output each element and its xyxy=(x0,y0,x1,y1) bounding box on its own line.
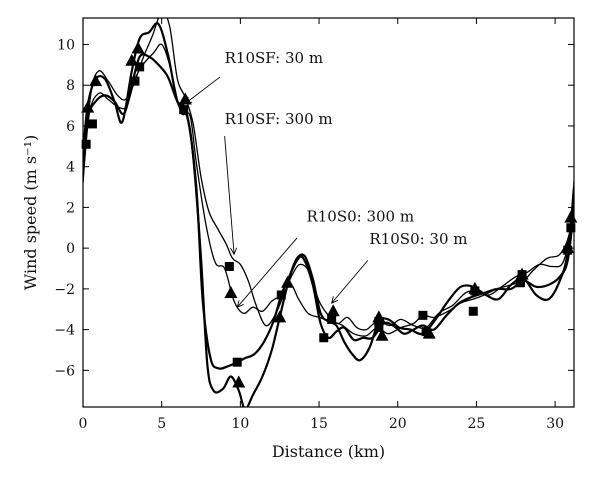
marker-layer xyxy=(81,41,578,388)
marker-triangle xyxy=(281,275,295,288)
marker-triangle xyxy=(515,267,529,280)
marker-triangle xyxy=(131,41,145,54)
marker-square xyxy=(566,223,576,233)
y-tick-label: −2 xyxy=(54,282,75,298)
marker-square xyxy=(232,357,242,367)
marker-square xyxy=(179,105,189,115)
y-tick-label: −4 xyxy=(54,323,75,339)
marker-triangle xyxy=(375,328,389,341)
annotation-layer: R10SF: 30 m R10SF: 300 m R10S0: 300 m R10S0… xyxy=(184,49,468,308)
marker-triangle xyxy=(468,281,482,294)
marker-triangle xyxy=(89,74,103,87)
annotation-arrow xyxy=(224,136,235,255)
marker-square xyxy=(327,314,337,324)
marker-square xyxy=(421,327,431,337)
x-tick-label: 30 xyxy=(546,416,564,432)
y-tick-label: 6 xyxy=(66,119,75,135)
marker-triangle xyxy=(372,310,386,323)
annotation-arrowhead xyxy=(230,247,238,256)
tick-layer: 0 5 10 15 20 25 30 −6 −4 −2 0 2 4 6 8 10 xyxy=(54,18,574,432)
x-tick-label: 20 xyxy=(389,416,407,432)
annotation-arrow xyxy=(331,260,369,304)
marker-square xyxy=(87,119,97,129)
marker-triangle xyxy=(564,210,578,223)
annotation-arrowhead xyxy=(236,300,244,308)
marker-triangle xyxy=(561,241,575,254)
marker-triangle xyxy=(326,304,340,317)
x-tick-label: 15 xyxy=(310,416,328,432)
marker-square xyxy=(135,62,145,72)
marker-square xyxy=(515,278,525,288)
y-tick-label: 4 xyxy=(66,160,75,176)
marker-triangle xyxy=(273,310,287,323)
marker-square xyxy=(130,76,140,86)
annotation-label: R10S0: 300 m xyxy=(306,208,414,226)
marker-triangle xyxy=(422,326,436,339)
marker-square xyxy=(468,306,478,316)
y-axis-label: Wind speed (m s⁻¹) xyxy=(21,135,40,290)
annotation-arrowhead xyxy=(330,296,339,304)
x-axis-label: Distance (km) xyxy=(272,442,385,461)
marker-triangle xyxy=(81,100,95,113)
y-tick-label: 2 xyxy=(66,200,75,216)
annotation-arrow xyxy=(236,237,298,308)
annotation-arrowhead xyxy=(184,97,193,105)
marker-square xyxy=(81,139,91,149)
series-line-sf300 xyxy=(83,43,574,337)
annotation-arrow xyxy=(185,76,221,104)
x-tick-label: 5 xyxy=(157,416,166,432)
annotation-label: R10SF: 30 m xyxy=(225,49,323,67)
marker-square xyxy=(224,261,234,271)
y-tick-label: 0 xyxy=(66,241,75,257)
y-tick-label: −6 xyxy=(54,363,75,379)
series-line-sf30 xyxy=(83,18,574,331)
marker-triangle xyxy=(125,53,139,66)
annotation-label: R10SF: 300 m xyxy=(225,110,333,128)
marker-square xyxy=(374,323,384,333)
x-tick-label: 0 xyxy=(79,416,88,432)
marker-square xyxy=(276,290,286,300)
y-tick-label: 10 xyxy=(57,37,75,53)
marker-square xyxy=(319,333,329,343)
plot-frame xyxy=(82,17,575,408)
y-tick-label: 8 xyxy=(66,78,75,94)
marker-triangle xyxy=(232,375,246,388)
x-tick-label: 25 xyxy=(468,416,486,432)
marker-square xyxy=(418,310,428,320)
x-tick-label: 10 xyxy=(231,416,249,432)
marker-triangle xyxy=(224,285,238,298)
series-line-s0_300 xyxy=(83,53,574,370)
annotation-label: R10S0: 30 m xyxy=(369,230,467,248)
